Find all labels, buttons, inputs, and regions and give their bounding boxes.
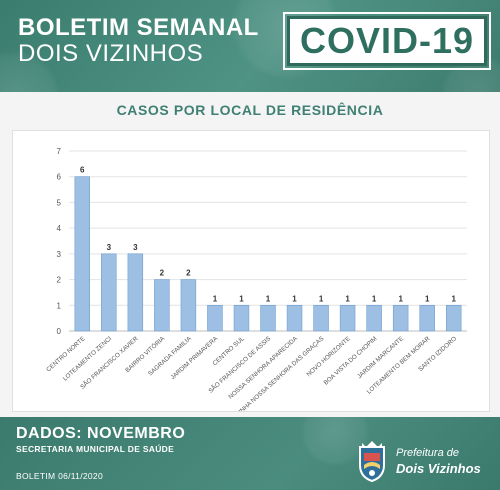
y-tick-label: 3 [57, 250, 62, 259]
y-tick-label: 0 [57, 327, 62, 336]
bar [180, 279, 197, 332]
bar [154, 279, 170, 332]
data-label: 1 [372, 294, 377, 303]
data-label: 1 [319, 294, 324, 303]
data-label: 1 [425, 294, 430, 303]
plot-frame: 0 1 2 3 4 5 6 7 6 CENTRO NORTE 3 LOTEAMENTO ZENCI 3 S… [12, 130, 490, 412]
y-tick-label: 2 [57, 276, 62, 285]
footer-banner: DADOS: NOVEMBRO SECRETARIA MUNICIPAL DE … [0, 417, 500, 490]
data-label: 1 [239, 294, 244, 303]
bar [207, 304, 223, 332]
bar [101, 253, 117, 332]
bar [339, 304, 356, 332]
data-label: 1 [398, 294, 403, 303]
data-label: 1 [452, 294, 457, 303]
data-label: 6 [80, 166, 85, 175]
bar [392, 304, 409, 332]
bulletin-date: BOLETIM 06/11/2020 [16, 471, 103, 481]
x-tick-label: BOA VISTA DO CHOPIM [323, 335, 379, 386]
bar [127, 253, 144, 332]
bulletin-title: BOLETIM SEMANAL [18, 14, 259, 41]
bar [419, 304, 435, 332]
data-label: 1 [266, 294, 271, 303]
bar [366, 304, 382, 332]
y-tick-label: 6 [57, 173, 62, 182]
y-tick-label: 1 [57, 301, 62, 310]
y-tick-label: 4 [57, 224, 62, 233]
y-tick-label: 7 [57, 147, 62, 156]
department-name: SECRETARIA MUNICIPAL DE SAÚDE [16, 444, 175, 454]
data-label: 1 [213, 294, 218, 303]
data-label: 2 [160, 269, 165, 278]
data-period: DADOS: NOVEMBRO [16, 425, 186, 442]
x-tick-label: LOTEAMENTO ZENCI [62, 335, 114, 382]
prefeitura-label: Prefeitura de [396, 447, 459, 459]
bar [233, 304, 250, 332]
bar [446, 304, 462, 332]
data-label: 3 [107, 243, 112, 252]
covid-badge-text: COVID-19 [299, 20, 475, 61]
x-tick-label: JARDIM MARCANTE [356, 335, 405, 380]
data-label: 1 [292, 294, 297, 303]
x-tick-label: JARDIM PRIMAVERA [169, 335, 219, 381]
prefeitura-city: Dois Vizinhos [396, 461, 481, 476]
city-crest-icon [359, 441, 385, 483]
data-label: 2 [186, 269, 191, 278]
header-banner: BOLETIM SEMANAL DOIS VIZINHOS COVID-19 [0, 0, 500, 92]
covid-badge: COVID-19 [283, 12, 491, 70]
bar [286, 304, 303, 332]
bar [260, 304, 276, 332]
bar [74, 176, 90, 332]
data-label: 1 [345, 294, 350, 303]
bar [313, 304, 329, 332]
data-label: 3 [133, 243, 138, 252]
chart-title: CASOS POR LOCAL DE RESIDÊNCIA [116, 102, 384, 118]
y-tick-label: 5 [57, 198, 62, 207]
city-name: DOIS VIZINHOS [18, 40, 204, 67]
